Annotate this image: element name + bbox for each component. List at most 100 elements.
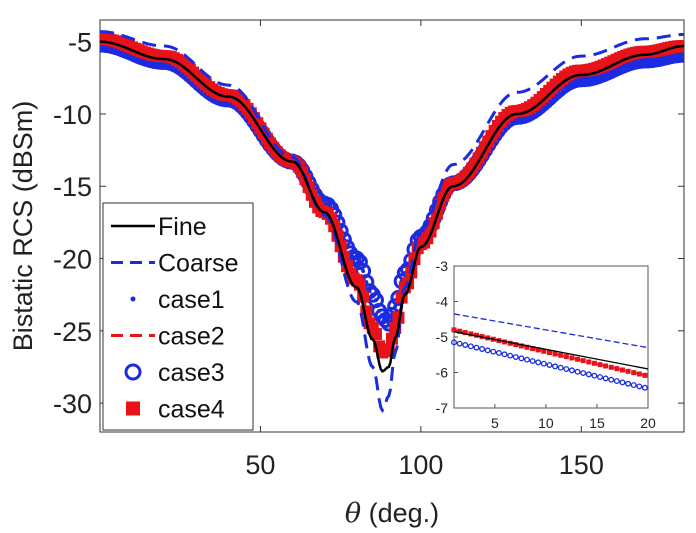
inset-case1-marker	[495, 351, 498, 354]
case1-marker	[592, 75, 597, 80]
inset-case1-marker	[539, 362, 542, 365]
inset-case1-marker	[590, 374, 593, 377]
inset-y-tick-label: -5	[436, 329, 449, 345]
inset-case1-marker	[489, 349, 492, 352]
inset-case1-marker	[601, 376, 604, 379]
inset-case1-marker	[483, 348, 486, 351]
case1-marker	[656, 57, 661, 62]
inset-case1-marker	[579, 371, 582, 374]
inset-case1-marker	[556, 366, 559, 369]
inset-y-tick-label: -7	[436, 400, 449, 416]
inset-case1-marker	[511, 355, 514, 358]
inset-y-tick-label: -4	[436, 294, 449, 310]
inset-y-tick-label: -3	[436, 258, 449, 274]
inset-case1-marker	[545, 363, 548, 366]
x-tick-label: 50	[245, 450, 275, 480]
inset-x-tick-label: 10	[538, 415, 554, 431]
case1-marker	[351, 255, 356, 260]
inset-case4-marker	[636, 371, 642, 377]
inset-case4-marker	[535, 347, 541, 353]
x-axis-symbol: θ	[345, 498, 361, 529]
legend-label: case2	[158, 323, 225, 351]
x-tick-label: 150	[559, 450, 604, 480]
legend-label: Fine	[158, 213, 207, 241]
inset-case4-marker	[614, 366, 620, 372]
case3-marker	[348, 250, 365, 267]
case1-marker	[637, 58, 642, 63]
case1-marker	[383, 317, 388, 322]
y-tick-label: -20	[53, 245, 92, 275]
inset-case1-marker	[461, 343, 464, 346]
y-tick-label: -25	[53, 317, 92, 347]
inset-x-tick-label: 5	[491, 415, 499, 431]
plot-series-group	[100, 30, 684, 414]
case1-marker	[370, 292, 375, 297]
legend-label: case4	[158, 396, 225, 424]
case1-marker	[682, 52, 684, 57]
y-axis-title: Bistatic RCS (dBSm)	[8, 101, 38, 352]
legend-case3-swatch	[124, 363, 142, 381]
case1-marker	[678, 52, 683, 57]
case1-marker	[579, 77, 584, 82]
case1-marker	[377, 308, 382, 313]
inset-case1-marker	[528, 359, 531, 362]
y-tick-label: -5	[68, 28, 92, 58]
inset-case1-marker	[472, 345, 475, 348]
inset-case4-marker	[619, 367, 625, 373]
inset-case1-marker	[573, 370, 576, 373]
fine-line	[100, 40, 684, 373]
case1-marker	[653, 57, 658, 62]
case3-marker	[351, 253, 368, 270]
inset-case1-marker	[562, 367, 565, 370]
legend-label: Coarse	[158, 250, 239, 278]
inset-case1-marker	[478, 347, 481, 350]
inset-series-group	[451, 313, 649, 391]
inset-case4-marker	[457, 328, 463, 334]
inset-case1-marker	[506, 354, 509, 357]
inset-case1-marker	[455, 341, 458, 344]
case1-marker	[649, 58, 654, 63]
case1-marker	[665, 54, 670, 59]
inset-case1-marker	[618, 380, 621, 383]
inset-case4-marker	[558, 352, 564, 358]
x-axis-unit: (deg.)	[361, 498, 439, 528]
inset-case1-marker	[612, 379, 615, 382]
x-axis-title: θ (deg.)	[345, 498, 439, 529]
x-tick-label: 100	[398, 450, 443, 480]
legend-label: case1	[158, 286, 225, 314]
case1-marker	[588, 76, 593, 81]
inset-case1-marker	[584, 372, 587, 375]
case1-marker	[357, 259, 362, 264]
inset-case4-marker	[575, 356, 581, 362]
case1-marker	[662, 55, 667, 60]
case1-marker	[373, 298, 378, 303]
inset-case1-marker	[466, 344, 469, 347]
inset-x-tick-label: 15	[589, 415, 605, 431]
inset-case1-marker	[517, 356, 520, 359]
legend-box	[102, 202, 254, 431]
inset-case4-marker	[518, 343, 524, 349]
inset-case4-marker	[597, 362, 603, 368]
inset-fine-line	[453, 331, 649, 370]
inset-case1-marker	[646, 387, 649, 390]
case1-marker	[361, 269, 366, 274]
case1-marker	[354, 256, 359, 261]
case1-marker	[582, 77, 587, 82]
inset-coarse-line	[453, 313, 649, 349]
inset-case1-marker	[523, 358, 526, 361]
inset-case1-marker	[596, 375, 599, 378]
y-tick-label: -10	[53, 100, 92, 130]
inset-case1-marker	[551, 364, 554, 367]
inset-case1-marker	[624, 382, 627, 385]
coarse-line	[100, 30, 684, 414]
case1-marker	[585, 76, 590, 81]
y-tick-label: -30	[53, 389, 92, 419]
case1-marker	[659, 56, 664, 61]
case1-marker	[643, 58, 648, 63]
inset-case1-marker	[641, 386, 644, 389]
inset-case4-marker	[552, 351, 558, 357]
case1-marker	[380, 314, 385, 319]
case1-marker	[646, 58, 651, 63]
